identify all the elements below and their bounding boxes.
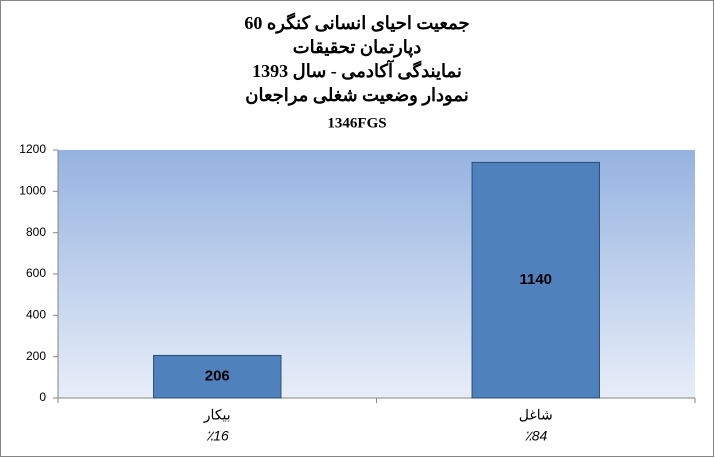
y-tick-label: 1200 (19, 142, 46, 156)
data-label: 1140 (519, 271, 552, 288)
x-tick-percent: ٪84 (524, 428, 547, 444)
y-tick-label: 200 (26, 349, 46, 363)
chart-title: 1346FGS (327, 115, 386, 131)
chart-title: نمودار وضعیت شغلی مراجعان (245, 85, 469, 106)
bar (153, 354, 282, 399)
chart-title: نمایندگی آکادمی - سال 1393 (252, 59, 462, 81)
data-label: 206 (205, 368, 230, 385)
chart-title: دپارتمان تحقیقات (293, 37, 422, 58)
chart-title: جمعیت احیای انسانی کنگره 60 (244, 12, 469, 34)
y-tick-label: 600 (26, 266, 46, 280)
bar (471, 161, 600, 399)
y-tick-label: 800 (26, 225, 46, 239)
x-tick-label: بیکار (203, 407, 231, 424)
y-tick-label: 0 (39, 390, 46, 404)
y-tick-label: 400 (26, 308, 46, 322)
y-tick-label: 1000 (19, 184, 46, 198)
x-tick-percent: ٪16 (206, 428, 229, 444)
x-tick-label: شاغل (519, 407, 553, 423)
